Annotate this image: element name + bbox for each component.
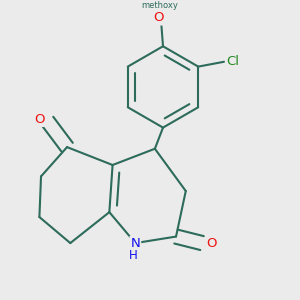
Text: H: H bbox=[129, 249, 138, 262]
Text: N: N bbox=[130, 237, 140, 250]
Text: O: O bbox=[153, 11, 164, 25]
Text: O: O bbox=[207, 237, 217, 250]
Text: methoxy: methoxy bbox=[141, 1, 178, 10]
Text: O: O bbox=[34, 113, 45, 126]
Text: Cl: Cl bbox=[226, 55, 239, 68]
